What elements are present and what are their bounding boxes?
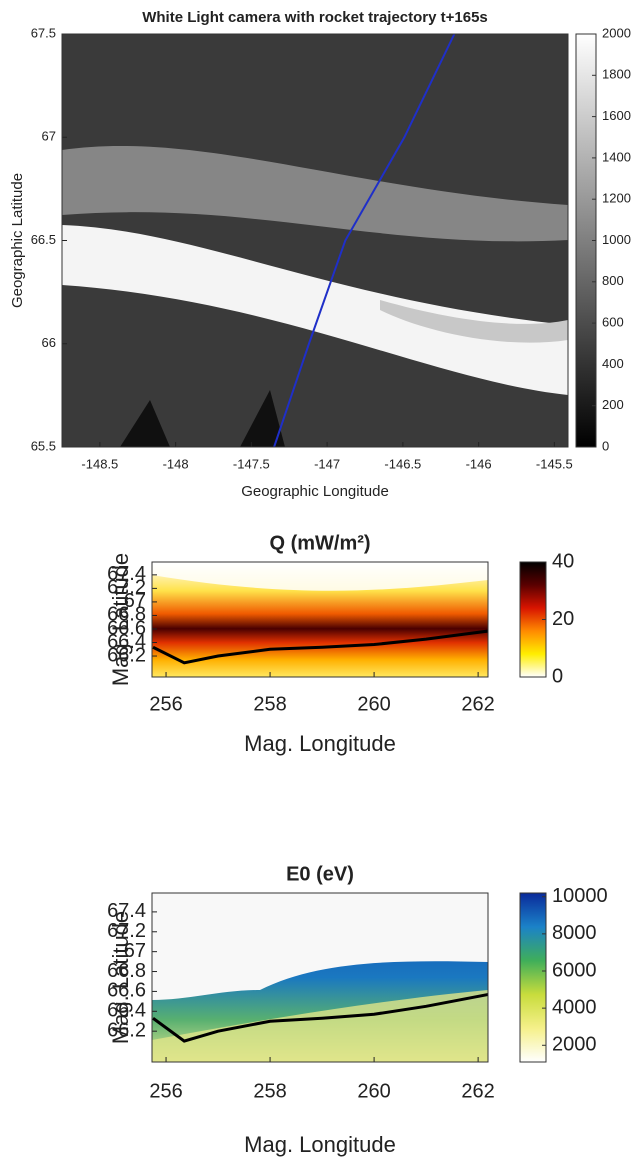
colorbar-tick-label: 6000 xyxy=(552,959,597,981)
colorbar-tick-label: 2000 xyxy=(552,1034,597,1056)
colorbar-tick-label: 10000 xyxy=(552,885,608,907)
colorbar-tick-label: 40 xyxy=(552,550,574,572)
x-tick-label: 260 xyxy=(357,693,390,715)
x-tick-label: 262 xyxy=(461,693,494,715)
y-axis-label: Mag. Latitude xyxy=(108,911,133,1044)
colorbar-tick-label: 800 xyxy=(602,273,624,288)
y-tick-label: 66.2 xyxy=(107,644,146,666)
colorbar-tick-label: 4000 xyxy=(552,996,597,1018)
y-tick-label: 66 xyxy=(42,335,56,350)
y-tick-label: 65.5 xyxy=(31,438,56,453)
y-tick-label: 67.2 xyxy=(107,920,146,942)
x-tick-label: -147.5 xyxy=(233,456,270,471)
trajectory-line xyxy=(152,992,488,1043)
x-axis-label: Mag. Longitude xyxy=(244,1132,396,1157)
colorbar-tick-label: 200 xyxy=(602,397,624,412)
colorbar-tick-label: 2000 xyxy=(602,25,631,40)
y-axis-label: Mag. Latitude xyxy=(108,553,133,686)
colorbar-tick-label: 1400 xyxy=(602,149,631,164)
y-tick-label: 66.4 xyxy=(107,1000,146,1022)
colorbar-tick-label: 0 xyxy=(602,438,609,453)
axes-box xyxy=(151,561,489,678)
colorbar-tick-label: 1600 xyxy=(602,108,631,123)
x-tick-label: 258 xyxy=(253,1080,286,1102)
x-tick-label: -148.5 xyxy=(81,456,118,471)
colorbar-tick-label: 1000 xyxy=(602,232,631,247)
y-tick-label: 66.6 xyxy=(107,980,146,1002)
chart-title: White Light camera with rocket trajector… xyxy=(142,9,488,26)
colorbar-tick-label: 1200 xyxy=(602,191,631,206)
x-tick-label: 256 xyxy=(149,693,182,715)
colorbar-tick-label: 1800 xyxy=(602,67,631,82)
y-tick-label: 66.6 xyxy=(107,617,146,639)
x-axis-label: Mag. Longitude xyxy=(244,731,396,756)
y-axis-label: Geographic Latitude xyxy=(9,173,26,308)
chart-title: E0 (eV) xyxy=(286,863,354,885)
x-axis-label: Geographic Longitude xyxy=(241,483,389,500)
y-tick-label: 67.2 xyxy=(107,577,146,599)
colorbar-tick-label: 600 xyxy=(602,315,624,330)
x-tick-label: -147 xyxy=(314,456,340,471)
y-tick-label: 66.4 xyxy=(107,631,146,653)
y-tick-label: 66.8 xyxy=(107,604,146,626)
colorbar-tick-label: 0 xyxy=(552,665,563,687)
x-tick-label: -146.5 xyxy=(384,456,421,471)
x-tick-label: 262 xyxy=(461,1080,494,1102)
colorbar xyxy=(519,892,547,1063)
colorbar-tick-label: 8000 xyxy=(552,922,597,944)
colorbar xyxy=(519,561,547,678)
camera-image xyxy=(62,34,568,447)
y-tick-label: 67.4 xyxy=(107,563,146,585)
x-tick-label: -145.5 xyxy=(536,456,573,471)
chart-title: Q (mW/m²) xyxy=(269,532,370,554)
colorbar-tick-label: 400 xyxy=(602,356,624,371)
y-tick-label: 67 xyxy=(42,129,56,144)
x-tick-label: 258 xyxy=(253,693,286,715)
x-tick-label: 256 xyxy=(149,1080,182,1102)
y-tick-label: 67 xyxy=(124,590,146,612)
y-tick-label: 66.2 xyxy=(107,1019,146,1041)
trajectory-line xyxy=(152,629,488,665)
y-tick-label: 67 xyxy=(124,940,146,962)
y-tick-label: 67.4 xyxy=(107,900,146,922)
y-tick-label: 67.5 xyxy=(31,25,56,40)
axes-box xyxy=(61,33,569,448)
x-tick-label: -148 xyxy=(163,456,189,471)
axes-box xyxy=(151,892,489,1063)
x-tick-label: 260 xyxy=(357,1080,390,1102)
x-tick-label: -146 xyxy=(466,456,492,471)
colorbar-tick-label: 20 xyxy=(552,608,574,630)
y-tick-label: 66.8 xyxy=(107,960,146,982)
y-tick-label: 66.5 xyxy=(31,232,56,247)
trajectory-line xyxy=(273,34,456,447)
